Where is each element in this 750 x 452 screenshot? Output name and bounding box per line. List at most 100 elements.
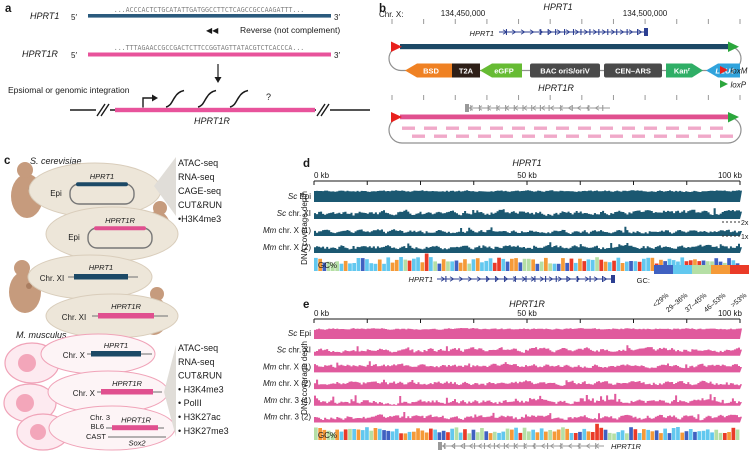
panel-e: e HPRT1R 0 kb 50 kb 100 kb DNA coverage … — [263, 299, 743, 451]
coverage-area — [314, 208, 742, 219]
gc-bar — [595, 423, 599, 441]
gc-bar — [701, 430, 706, 440]
assay-item: RNA-seq — [178, 357, 215, 367]
gc-bar — [710, 432, 714, 440]
hprt1r-dash — [424, 126, 437, 130]
gc-bar — [463, 429, 467, 440]
hprt1-gene-label: HPRT1 — [30, 11, 59, 21]
gc-bar — [565, 428, 569, 440]
gc-bar — [352, 263, 356, 271]
gc-bar — [535, 263, 540, 271]
gc-bar — [629, 261, 633, 271]
gc-bar — [326, 261, 331, 271]
gene-direction-chevron — [468, 105, 474, 111]
gc-bar — [450, 428, 454, 440]
gc-bar — [586, 259, 591, 271]
gene-direction-chevron — [610, 29, 616, 35]
gc-bar — [403, 433, 408, 440]
gc-bar — [348, 263, 352, 271]
gene-direction-chevron — [637, 29, 643, 35]
depth-scale-marker: 2x 1x — [722, 220, 749, 241]
hprt1-gene-model-label: HPRT1 — [409, 275, 433, 284]
gc-bar — [314, 427, 318, 440]
gc-bar — [505, 428, 510, 440]
gc-bar — [565, 262, 569, 271]
gene-direction-chevron — [594, 105, 600, 111]
gc-bar — [331, 433, 335, 440]
panel-a: a HPRT1 5′ ...ACCCACTCTGCATATTGATGGCCTTC… — [5, 3, 370, 126]
gc-bar — [403, 259, 408, 271]
gene-direction-chevron — [585, 443, 591, 449]
gene-direction-chevron — [576, 105, 582, 111]
bac-ori-cassette — [530, 63, 600, 78]
gc-bar — [356, 258, 361, 271]
coverage-area — [314, 328, 742, 339]
down-arrow-icon — [214, 64, 222, 83]
gc-bar — [433, 429, 437, 440]
gc-bar — [676, 427, 680, 440]
gc-bar — [552, 431, 557, 440]
hprt1r-dash — [556, 126, 569, 130]
chrx-label: Chr. X — [73, 389, 96, 398]
gc-bar — [650, 431, 655, 440]
gc-bar — [573, 433, 578, 440]
assay-item: RNA-seq — [178, 172, 215, 182]
yeast-bud — [150, 287, 164, 301]
gene-direction-chevron — [520, 29, 526, 35]
gc-bar — [616, 432, 621, 440]
gene-direction-chevron — [477, 105, 483, 111]
gc-bar — [735, 429, 740, 440]
gc-bar — [339, 431, 344, 440]
gc-bar — [394, 259, 399, 271]
gc-bar — [518, 432, 523, 440]
gc-bar — [569, 433, 574, 440]
gc-bar — [603, 429, 608, 440]
hprt1r-gene-model — [438, 442, 604, 450]
gc-bar — [650, 257, 655, 271]
gene-direction-chevron — [468, 443, 474, 449]
gc-bar — [492, 262, 497, 271]
gc-bar — [548, 263, 552, 271]
hprt1r-dash — [644, 126, 657, 130]
gc-bar — [671, 428, 676, 440]
gc-bar — [705, 429, 710, 440]
axis-tick-100kb: 100 kb — [718, 309, 743, 318]
mouse-assay-list: ATAC-seq RNA-seq CUT&RUN • H3K4me3 • PolII • … — [178, 343, 229, 436]
gene-direction-chevron — [531, 105, 537, 111]
gc-bar — [573, 262, 578, 271]
track-label: Mm chr. X (2) — [263, 243, 311, 252]
gc-bar — [407, 260, 412, 271]
hprt1r-dash — [566, 134, 579, 138]
gene-direction-chevron — [477, 443, 483, 449]
gc-bar — [642, 258, 646, 271]
coverage-area — [314, 361, 742, 373]
gc-bar — [390, 262, 395, 271]
gene-direction-chevron — [511, 29, 517, 35]
gc-bar — [586, 431, 591, 440]
gc-bar — [412, 258, 416, 271]
track-label: Sc chr. XI — [277, 346, 311, 355]
assay-item: CAGE-seq — [178, 186, 221, 196]
gc-bar — [582, 261, 587, 271]
hprt1-sequence: ...ACCCACTCTGCATATTGATGGCCTTCTCAGCCGCCAA… — [114, 6, 305, 14]
gene-direction-chevron — [512, 276, 518, 282]
hprt1r-dash — [578, 126, 591, 130]
yeast-episome-hprt1r: Epi HPRT1R — [45, 206, 179, 262]
gc-legend: GC: <29% 29–36% 37–45% 46–53% >53% — [637, 265, 749, 314]
gc-bar — [429, 257, 433, 271]
gene-direction-chevron — [567, 443, 573, 449]
assay-item: • H3K27ac — [178, 412, 221, 422]
gc-bar — [326, 430, 331, 440]
gc-bar — [603, 261, 608, 271]
gene-direction-chevron — [547, 29, 553, 35]
gc-bar — [531, 429, 535, 440]
kan-cassette — [666, 63, 703, 78]
integration-label: Epsiomal or genomic integration — [8, 85, 130, 95]
gc-bar — [731, 427, 736, 440]
gc-bar — [637, 261, 642, 271]
hprt1r-dash — [676, 134, 689, 138]
terminal-exon-box — [465, 104, 469, 112]
gene-direction-chevron — [583, 29, 589, 35]
gc-bar — [569, 258, 574, 271]
